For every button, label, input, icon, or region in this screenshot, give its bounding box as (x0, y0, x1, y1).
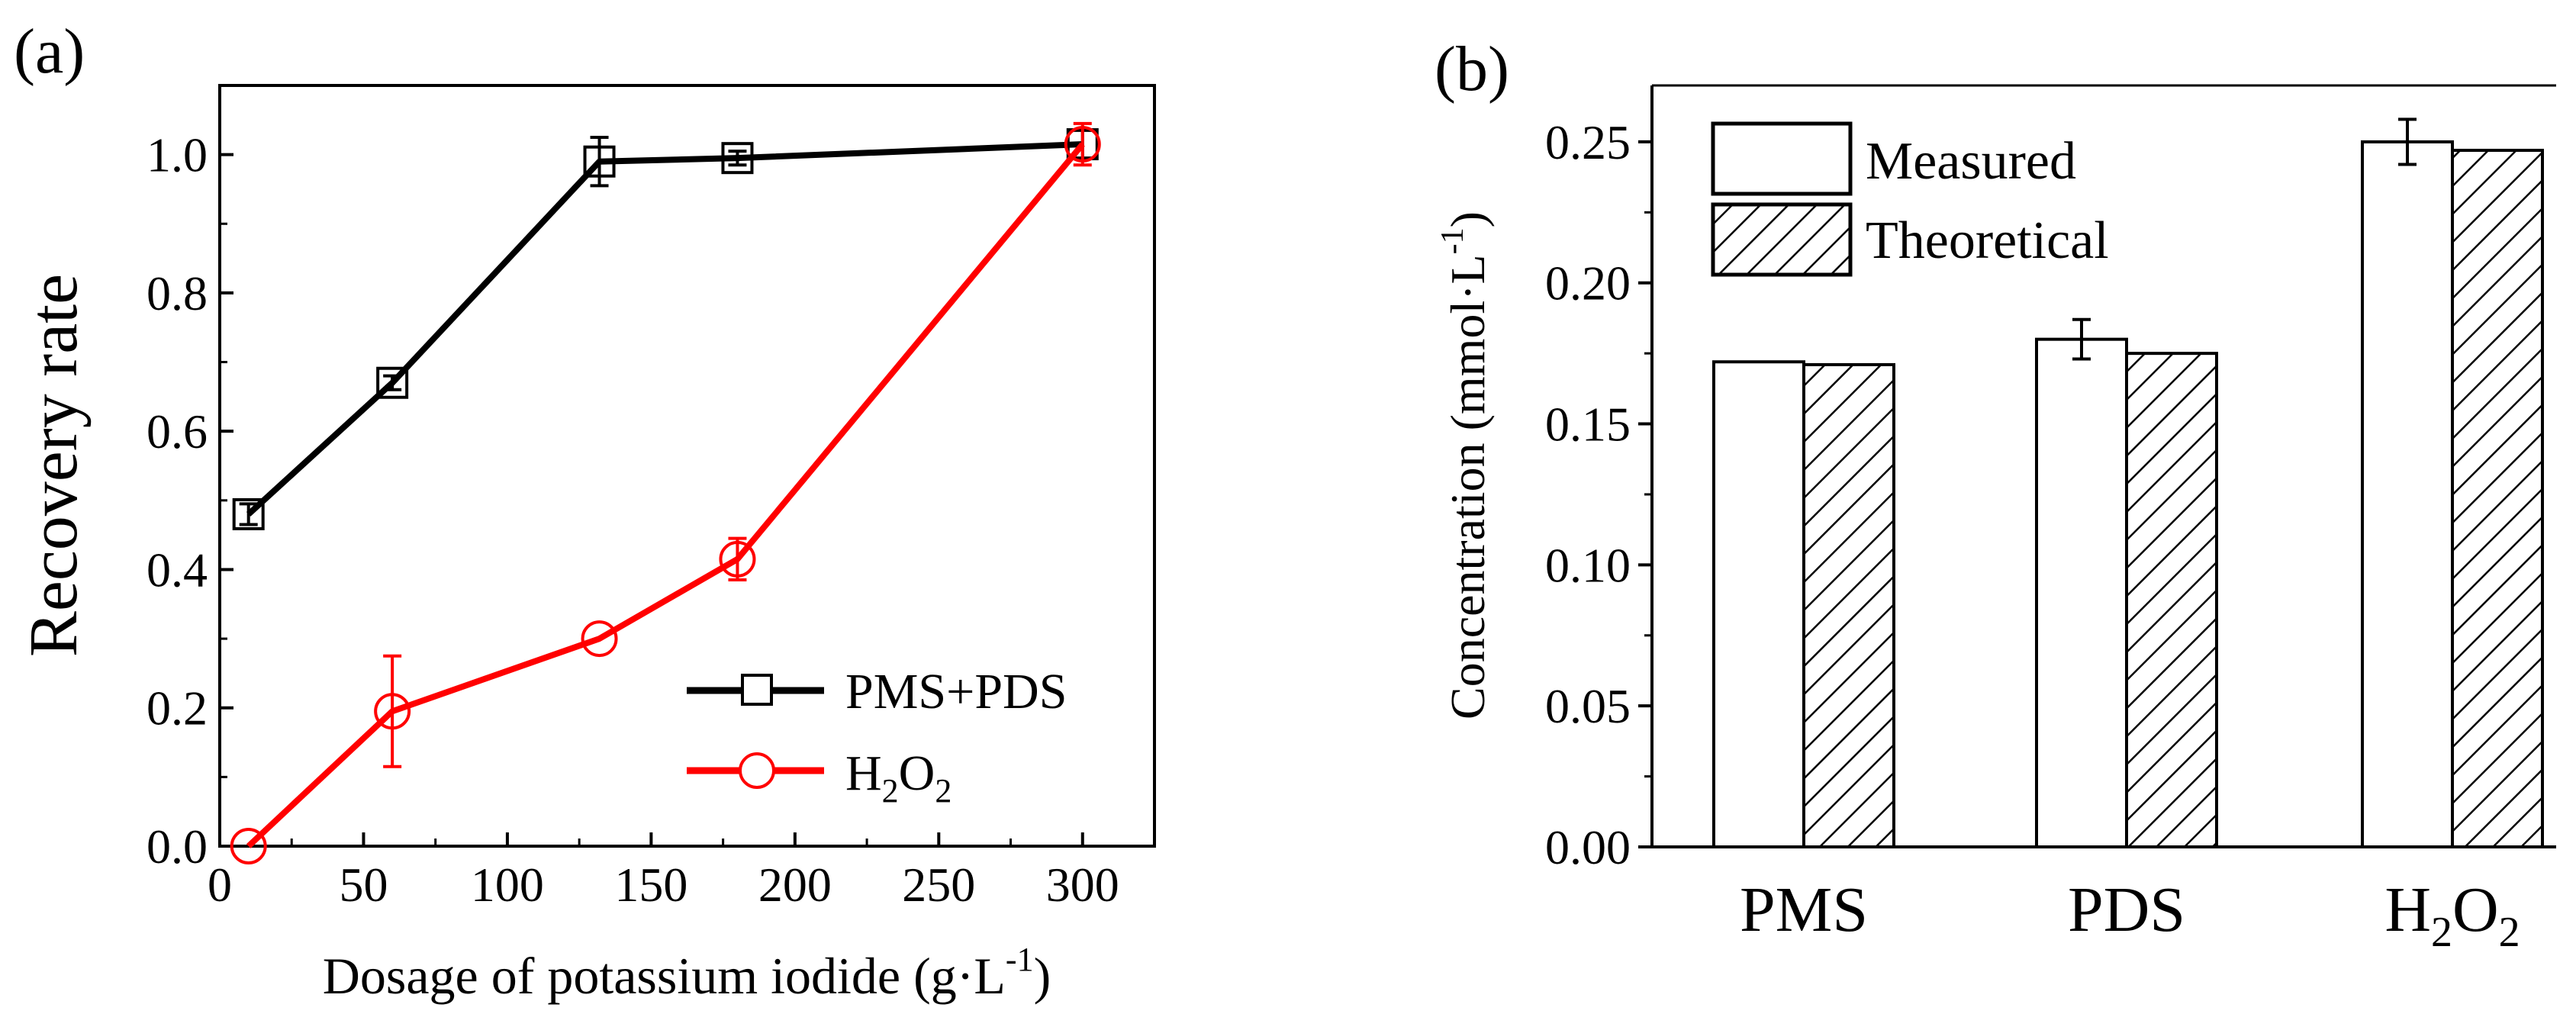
panel-a-legend: PMS+PDS H2O2 (687, 664, 1067, 810)
y-tick-label: 0.0 (147, 819, 208, 874)
legend-square-marker-icon (741, 674, 773, 706)
data-point-pms-pds (721, 142, 754, 175)
y-tick-label: 1.0 (147, 128, 208, 182)
legend-h2o2-label: H2O2 (845, 745, 952, 810)
data-point-pms-pds (583, 145, 616, 178)
category-label: PDS (2068, 874, 2185, 945)
y-tick-label: 0.6 (147, 404, 208, 459)
x-tick-label: 50 (339, 858, 388, 912)
data-point-h2o2 (230, 828, 267, 864)
panel-a: (a) 0 50 100 150 200 250 300 0.0 0.2 0.4 0.6 0.8 1.… (14, 16, 1156, 1005)
panel-b-x-axis: PMS PDS H2O2 (1740, 874, 2520, 956)
panel-a-plot-frame (218, 84, 1156, 848)
bar-measured-ho2 (2361, 140, 2454, 849)
legend-theoretical-swatch-icon (1711, 202, 1853, 277)
panel-a-series (230, 121, 1101, 864)
panel-b-bars (1712, 117, 2544, 849)
panel-a-y-axis: 0.0 0.2 0.4 0.6 0.8 1.0 (147, 128, 233, 874)
x-tick-label: 150 (614, 858, 687, 912)
panel-b-y-axis-label: Concentration (mmol·L-1) (1435, 211, 1495, 719)
panel-a-label: (a) (14, 16, 85, 87)
legend-measured-swatch-icon (1711, 121, 1853, 196)
data-point-h2o2 (581, 620, 618, 658)
y-tick-label: 0.00 (1545, 820, 1631, 874)
series-line-h2o2 (246, 142, 1085, 848)
panel-b-legend: Measured Theoretical (1711, 121, 2109, 277)
legend-measured-label: Measured (1866, 132, 2076, 191)
y-tick-label: 0.8 (147, 266, 208, 320)
legend-pms-pds: PMS+PDS (687, 664, 1067, 719)
category-label: H2O2 (2384, 874, 2520, 956)
y-tick-label: 0.4 (147, 542, 208, 597)
panel-a-x-axis: 0 50 100 150 200 250 300 (208, 832, 1119, 912)
bar-measured-pms (1712, 360, 1805, 848)
x-tick-label: 300 (1046, 858, 1119, 912)
category-label: PMS (1740, 874, 1868, 945)
legend-pms-pds-label: PMS+PDS (845, 664, 1067, 719)
data-point-pms-pds (376, 366, 409, 399)
bar-measured-pds (2035, 337, 2128, 848)
data-point-h2o2 (719, 540, 756, 578)
y-tick-label: 0.15 (1545, 398, 1631, 452)
panel-b-y-axis: 0.00 0.05 0.10 0.15 0.20 0.25 (1545, 115, 1652, 874)
y-tick-label: 0.2 (147, 681, 208, 736)
panel-a-y-axis-label: Recovery rate (16, 274, 92, 657)
bar-theoretical-ho2 (2451, 149, 2544, 848)
bar-theoretical-pms (1802, 362, 1895, 848)
panel-a-x-axis-label: Dosage of potassium iodide (g·L-1) (323, 941, 1051, 1005)
y-tick-label: 0.10 (1545, 538, 1631, 592)
x-tick-label: 200 (758, 858, 832, 912)
legend-theoretical-label: Theoretical (1866, 211, 2109, 270)
panel-b-label: (b) (1435, 34, 1509, 105)
bar-theoretical-pds (2125, 352, 2218, 849)
x-tick-label: 100 (471, 858, 544, 912)
data-point-h2o2 (1064, 126, 1101, 163)
y-tick-label: 0.20 (1545, 256, 1631, 311)
data-point-pms-pds (232, 497, 265, 530)
series-line-pms-pds (246, 141, 1083, 517)
data-point-h2o2 (374, 693, 411, 730)
y-tick-label: 0.05 (1545, 679, 1631, 733)
legend-h2o2: H2O2 (687, 745, 952, 810)
legend-circle-marker-icon (739, 752, 775, 789)
x-tick-label: 250 (902, 858, 975, 912)
y-tick-label: 0.25 (1545, 115, 1631, 169)
x-tick-label: 0 (208, 858, 232, 912)
panel-b: (b) 0.000.050.100.150.200.25 PMS PDS H2O2 … (1435, 34, 2556, 956)
